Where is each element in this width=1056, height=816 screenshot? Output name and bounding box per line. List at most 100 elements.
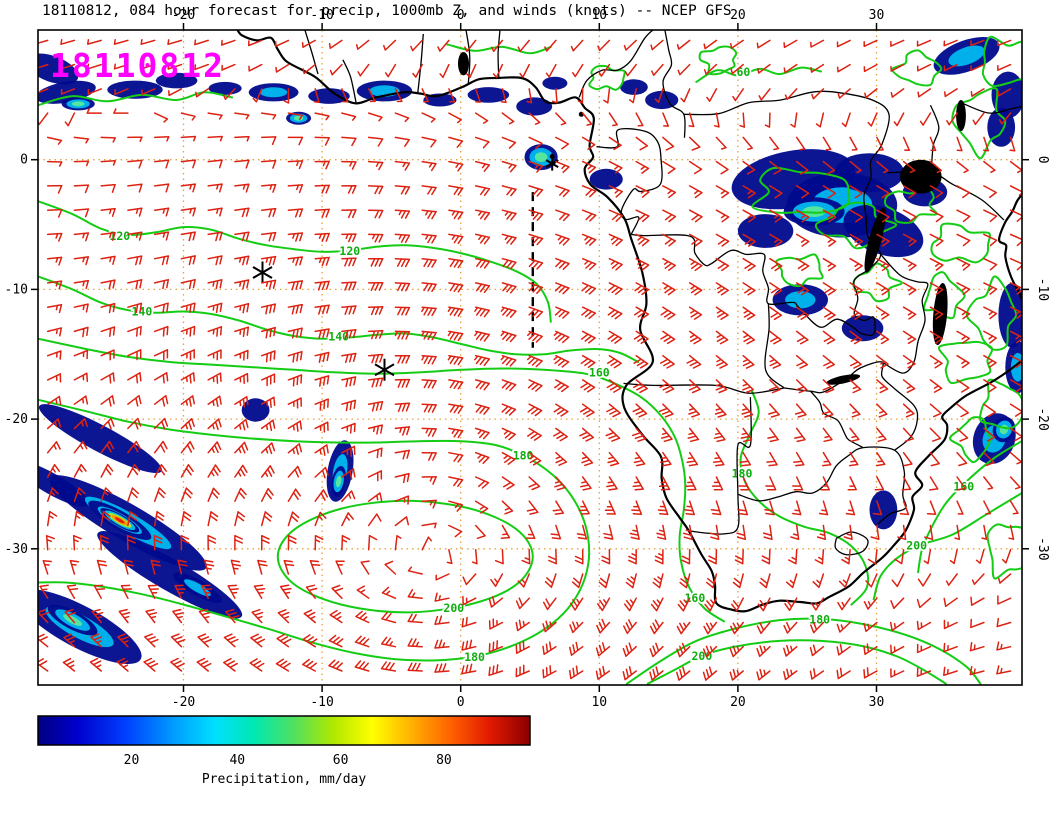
precip-cell	[335, 475, 342, 488]
colorbar-label: Precipitation, mm/day	[202, 772, 367, 787]
terrain-contour-loop	[937, 340, 994, 385]
contour-label: 160	[685, 591, 706, 605]
lake	[826, 374, 861, 385]
lake	[932, 283, 948, 345]
axis-tick-label: 0	[457, 695, 465, 710]
country-border	[342, 59, 357, 103]
axis-tick-label: -10	[1035, 278, 1050, 301]
precip-cell	[208, 81, 242, 95]
country-border	[764, 303, 785, 389]
country-border	[810, 390, 864, 449]
axis-tick-label: -10	[310, 8, 333, 23]
country-border	[631, 90, 890, 337]
colorbar-tick-label: 20	[124, 753, 140, 768]
precip-cell	[998, 282, 1022, 348]
terrain-contour-loop	[891, 49, 943, 87]
lake	[864, 207, 886, 273]
axis-tick-label: -20	[172, 695, 195, 710]
axis-tick-label: 10	[591, 695, 607, 710]
axis-tick-label: 30	[869, 695, 885, 710]
low-center-markers	[252, 156, 559, 381]
coastline	[236, 30, 1022, 613]
contour-label: 120	[339, 244, 360, 258]
height-contour	[917, 439, 1022, 574]
colorbar-tick-label: 80	[436, 753, 452, 768]
axis-tick-label: 30	[869, 8, 885, 23]
precip-cell	[516, 97, 553, 116]
precip-cell	[785, 291, 816, 309]
precip-cell	[467, 87, 510, 103]
axis-tick-label: 20	[730, 695, 746, 710]
axis-tick-label: -30	[1035, 537, 1050, 560]
colorbar-tick-labels: 20 40 60 80	[124, 753, 452, 768]
precip-cell	[542, 76, 568, 90]
chart-title: 18110812, 084 hour forecast for precip, …	[42, 3, 732, 19]
contour-label: 200	[443, 601, 464, 615]
lake	[900, 159, 942, 194]
height-contours	[38, 35, 1022, 685]
country-border	[465, 30, 471, 84]
contour-label: 60	[736, 65, 750, 79]
country-border	[417, 33, 424, 94]
contour-label: 200	[692, 649, 713, 663]
height-contour	[626, 617, 982, 685]
country-border	[737, 446, 907, 525]
country-border	[578, 30, 654, 98]
colorbar-tick-label: 60	[333, 753, 349, 768]
contour-label: 200	[906, 539, 927, 553]
height-contour	[38, 275, 640, 363]
axis-tick-label: 10	[591, 8, 607, 23]
contour-label: 120	[109, 229, 130, 243]
height-contour	[38, 337, 725, 623]
height-contour	[276, 499, 534, 614]
plot-border	[37, 29, 1023, 686]
country-border	[784, 361, 919, 451]
precip-cell	[534, 152, 548, 163]
map-clipped: 6012012014014016016016018018018018020020…	[38, 30, 1022, 685]
asterisk-marker	[374, 358, 395, 381]
axis-tick-label: 20	[730, 8, 746, 23]
height-contour	[646, 639, 947, 685]
precip-cell	[802, 206, 826, 218]
contour-label: 180	[809, 613, 830, 627]
contour-label: 180	[464, 650, 485, 664]
wind-barbs-path	[38, 38, 1022, 681]
datetime-stamp: 18110812	[50, 46, 225, 85]
country-border	[880, 253, 929, 374]
colorbar-gradient-bar	[37, 715, 531, 746]
contour-labels: 6012012014014016016016018018018018020020…	[108, 63, 976, 665]
precip-cell	[38, 404, 162, 474]
precip-cell	[948, 45, 985, 67]
axis-tick-label: -10	[310, 695, 333, 710]
axis-tick-label: -30	[5, 542, 28, 557]
lakes	[458, 52, 966, 385]
precip-cell	[71, 101, 85, 107]
axis-tick-label: -20	[172, 8, 195, 23]
height-contour	[739, 389, 870, 606]
precip-cell	[620, 79, 648, 95]
height-contour	[38, 200, 552, 323]
terrain-contour-loop	[949, 416, 992, 464]
country-border	[304, 30, 319, 75]
country-border	[596, 127, 663, 235]
country-border	[929, 104, 940, 173]
terrain-contour-loop	[922, 271, 966, 320]
axis-tick-label: 0	[1035, 156, 1050, 164]
terrain-contour-loop	[930, 222, 991, 264]
colorbar-tick-label: 40	[229, 753, 245, 768]
terrain-contour-loop	[775, 253, 824, 288]
axis-tick-label: -20	[1035, 407, 1050, 430]
axis-tick-label: -20	[5, 412, 28, 427]
precip-cell	[107, 80, 163, 99]
terrain-contour-loop	[751, 166, 851, 214]
island-dot	[549, 154, 555, 159]
precip-cell	[114, 517, 125, 524]
terrain-contour-loop	[698, 45, 738, 76]
height-contour	[38, 398, 591, 662]
lake	[956, 100, 966, 132]
axis-ticks	[31, 23, 1029, 692]
contour-label: 140	[132, 305, 153, 319]
asterisk-marker	[252, 261, 273, 284]
